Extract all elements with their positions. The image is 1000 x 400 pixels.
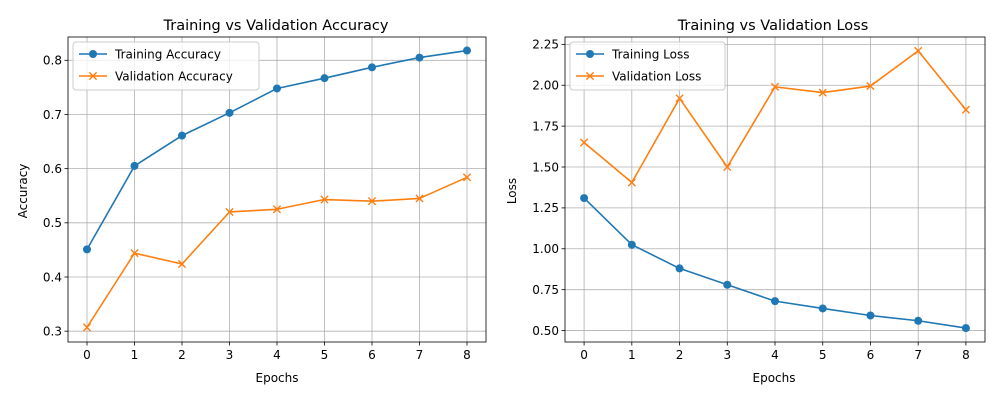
y-tick-label: 0.5 [43, 216, 62, 230]
x-tick-label: 3 [226, 348, 234, 362]
data-point-0 [961, 324, 970, 333]
data-point-0 [273, 84, 281, 93]
x-tick-label: 3 [723, 348, 731, 362]
x-axis-label: Epochs [256, 371, 299, 385]
data-point-0 [83, 245, 91, 254]
chart-title: Training vs Validation Loss [677, 18, 869, 34]
legend-swatch-marker [586, 50, 594, 58]
data-point-0 [723, 280, 732, 289]
x-tick-label: 2 [676, 348, 684, 362]
legend-label: Training Accuracy [114, 47, 221, 61]
data-point-0 [866, 311, 875, 320]
data-point-0 [463, 46, 471, 55]
x-axis-label: Epochs [753, 371, 796, 385]
legend-label: Validation Loss [612, 69, 701, 83]
data-point-0 [415, 53, 424, 62]
x-tick-label: 2 [178, 348, 186, 362]
data-point-1 [961, 105, 971, 114]
data-point-1 [177, 259, 187, 269]
data-point-0 [914, 316, 923, 325]
x-tick-label: 7 [416, 348, 424, 362]
data-point-1 [866, 81, 875, 91]
x-tick-label: 0 [83, 348, 91, 362]
y-tick-label: 0.4 [43, 270, 62, 284]
data-point-1 [579, 138, 589, 147]
data-point-1 [723, 162, 732, 172]
x-tick-label: 6 [368, 348, 376, 362]
legend-item: Training Loss [576, 47, 689, 61]
x-tick-label: 8 [962, 348, 970, 362]
y-tick-label: 2.25 [532, 38, 559, 52]
y-tick-label: 0.3 [43, 324, 62, 338]
data-point-0 [771, 297, 779, 306]
y-tick-label: 1.75 [532, 119, 559, 133]
y-tick-label: 0.75 [532, 283, 559, 297]
legend-box [569, 41, 726, 91]
x-tick-label: 6 [867, 348, 875, 362]
data-point-1 [82, 323, 92, 332]
legend-swatch-marker [585, 71, 595, 81]
data-point-0 [178, 131, 186, 140]
data-point-0 [580, 194, 589, 203]
x-tick-label: 5 [819, 348, 827, 362]
legend-item: Validation Loss [576, 69, 701, 83]
data-point-0 [368, 63, 376, 72]
accuracy-chart: Training vs Validation Accuracy Epochs A… [16, 18, 487, 385]
data-point-1 [415, 194, 424, 203]
x-tick-label: 1 [131, 348, 139, 362]
legend-box [72, 41, 260, 91]
y-axis-label: Loss [505, 178, 519, 204]
y-tick-label: 0.7 [43, 108, 62, 122]
legend-item: Validation Accuracy [79, 69, 233, 83]
data-point-0 [225, 108, 234, 117]
loss-chart: Training vs Validation Loss Epochs Loss … [505, 18, 986, 385]
legend-label: Validation Accuracy [115, 69, 233, 83]
x-tick-label: 4 [273, 348, 281, 362]
data-point-1 [130, 249, 139, 258]
y-tick-label: 2.00 [532, 79, 559, 93]
data-point-1 [770, 82, 780, 91]
data-point-1 [272, 205, 282, 214]
y-tick-label: 1.00 [532, 242, 559, 256]
legend-swatch-marker [89, 50, 97, 58]
data-point-0 [130, 161, 139, 170]
x-tick-label: 1 [628, 348, 636, 362]
data-point-1 [675, 94, 684, 103]
data-point-0 [320, 74, 329, 83]
y-tick-label: 0.6 [43, 162, 62, 176]
legend-label: Training Loss [611, 47, 689, 61]
y-tick-label: 0.50 [532, 324, 559, 338]
x-tick-label: 7 [914, 348, 922, 362]
axes-frame [564, 36, 986, 343]
chart-title: Training vs Validation Accuracy [163, 18, 389, 34]
data-point-1 [367, 197, 377, 206]
data-point-1 [462, 173, 472, 182]
axes-frame [67, 36, 487, 343]
data-point-1 [225, 207, 234, 217]
legend: Training Accuracy Validation Accuracy [72, 41, 260, 91]
y-tick-label: 1.50 [532, 160, 559, 174]
legend-item: Training Accuracy [79, 47, 221, 61]
data-point-1 [320, 195, 329, 204]
data-point-1 [914, 46, 923, 55]
data-point-0 [627, 240, 636, 249]
data-point-1 [627, 178, 636, 187]
x-tick-label: 5 [321, 348, 329, 362]
data-point-0 [675, 264, 684, 273]
y-tick-label: 1.25 [532, 201, 559, 215]
legend: Training Loss Validation Loss [569, 41, 726, 91]
y-axis-label: Accuracy [16, 164, 30, 219]
data-point-1 [818, 88, 827, 97]
legend-swatch-marker [88, 71, 98, 81]
y-tick-label: 0.8 [43, 54, 62, 68]
x-tick-label: 8 [463, 348, 471, 362]
x-tick-label: 4 [771, 348, 779, 362]
x-tick-label: 0 [580, 348, 588, 362]
data-point-0 [818, 304, 827, 313]
